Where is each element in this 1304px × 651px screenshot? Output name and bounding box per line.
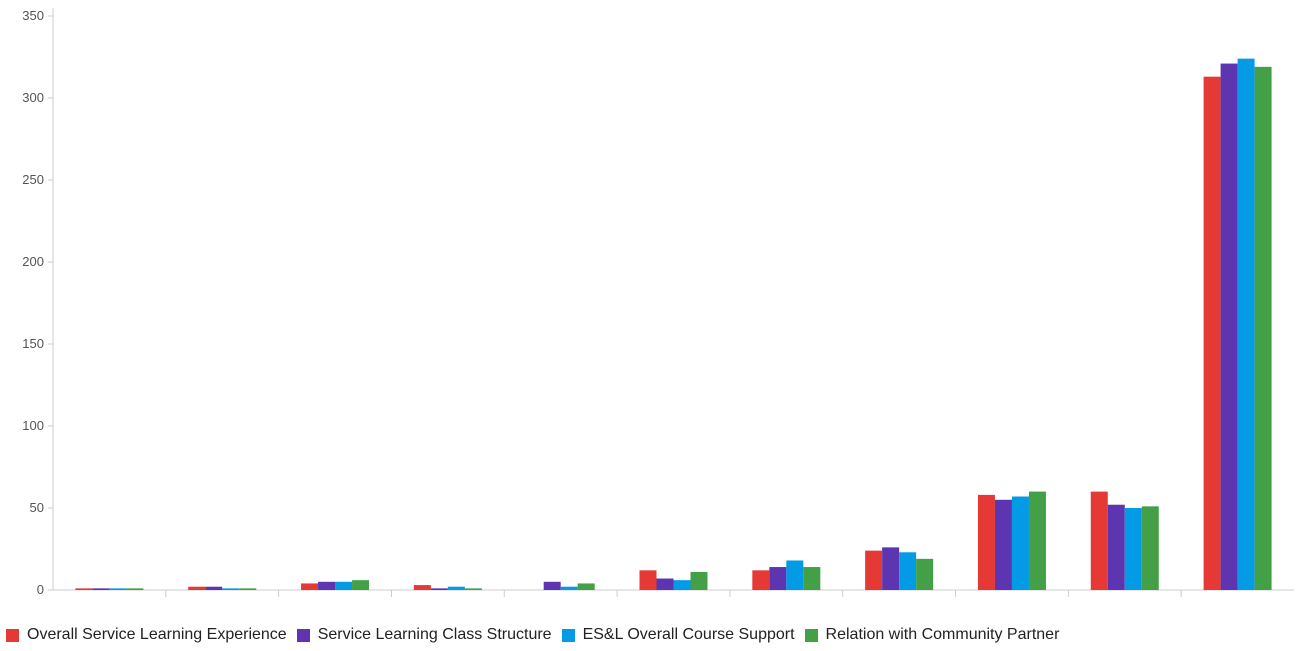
- bar: [92, 588, 110, 590]
- legend-item[interactable]: Service Learning Class Structure: [296, 626, 552, 644]
- y-tick-label: 0: [37, 582, 44, 597]
- bar: [205, 586, 223, 590]
- bar: [1028, 491, 1046, 590]
- legend-item[interactable]: Relation with Community Partner: [804, 626, 1060, 644]
- y-tick-label: 200: [22, 254, 44, 269]
- bar: [752, 570, 770, 590]
- legend-swatch: [296, 628, 310, 642]
- y-tick-label: 50: [30, 500, 44, 515]
- bar: [656, 578, 674, 590]
- bar: [690, 571, 708, 590]
- legend: Overall Service Learning Experience Servi…: [6, 624, 1069, 646]
- legend-label: Service Learning Class Structure: [317, 626, 552, 643]
- bar-chart: 0 50 100 150 200 250 300 350 0 0.5 1 1.5 2 2.5 3 3.5 4 4…: [22, 8, 1294, 613]
- x-tick-label: 3: [783, 598, 790, 600]
- bar: [1011, 496, 1029, 590]
- bar: [126, 588, 144, 590]
- legend-label: Relation with Community Partner: [825, 626, 1060, 643]
- bar: [1090, 491, 1108, 590]
- bars: [75, 58, 1272, 591]
- legend-swatch: [804, 628, 818, 642]
- x-tick-label: 5: [1234, 598, 1241, 600]
- bar: [560, 586, 578, 590]
- y-tick-label: 250: [22, 172, 44, 187]
- legend-swatch: [561, 628, 575, 642]
- bar: [75, 588, 93, 590]
- bar: [1141, 506, 1159, 590]
- x-tick-label: 2.5: [664, 598, 682, 600]
- bar: [1124, 508, 1142, 590]
- legend-item[interactable]: ES&L Overall Course Support: [561, 626, 795, 644]
- bar: [318, 581, 336, 590]
- legend-item[interactable]: Overall Service Learning Experience: [6, 626, 287, 644]
- x-tick-label: 1.5: [439, 598, 457, 600]
- x-tick-label: 2: [557, 598, 564, 600]
- bar: [301, 583, 319, 590]
- bar: [239, 588, 257, 590]
- bar: [1203, 76, 1221, 591]
- y-tick-label: 100: [22, 418, 44, 433]
- x-tick-label: 0: [106, 598, 113, 600]
- bar: [335, 581, 353, 590]
- bar: [916, 558, 934, 590]
- bar: [222, 588, 240, 590]
- bar: [882, 547, 900, 590]
- bar: [786, 560, 804, 590]
- bar: [1107, 504, 1125, 590]
- y-axis-ticks: 0 50 100 150 200 250 300 350: [22, 8, 53, 597]
- y-tick-label: 350: [22, 8, 44, 23]
- bar: [1237, 58, 1255, 590]
- legend-label: Overall Service Learning Experience: [27, 626, 287, 643]
- bar: [577, 583, 595, 590]
- bar: [447, 586, 465, 590]
- bar: [899, 552, 917, 590]
- bar: [639, 570, 657, 590]
- legend-label: ES&L Overall Course Support: [582, 626, 795, 643]
- bar: [413, 585, 431, 590]
- x-axis-ticks: 0 0.5 1 1.5 2 2.5 3 3.5 4 4.5 5: [106, 590, 1241, 613]
- bar: [803, 567, 821, 590]
- bar: [977, 494, 995, 590]
- bar: [464, 588, 482, 590]
- bar: [673, 580, 691, 590]
- bar: [865, 550, 883, 590]
- bar: [994, 499, 1012, 590]
- bar: [109, 588, 127, 590]
- y-tick-label: 300: [22, 90, 44, 105]
- bar: [188, 586, 206, 590]
- x-tick-label: 3.5: [890, 598, 908, 600]
- y-tick-label: 150: [22, 336, 44, 351]
- bar: [1220, 63, 1238, 591]
- bar: [430, 588, 448, 590]
- x-tick-label: 4.5: [1116, 598, 1134, 600]
- x-tick-label: 0.5: [213, 598, 231, 600]
- bar: [1254, 66, 1272, 591]
- axes: [52, 8, 1294, 591]
- legend-swatch: [6, 628, 19, 642]
- bar: [352, 580, 370, 590]
- x-tick-label: 4: [1008, 598, 1015, 600]
- bar: [769, 567, 787, 590]
- x-tick-label: 1: [331, 598, 338, 600]
- bar: [543, 581, 561, 590]
